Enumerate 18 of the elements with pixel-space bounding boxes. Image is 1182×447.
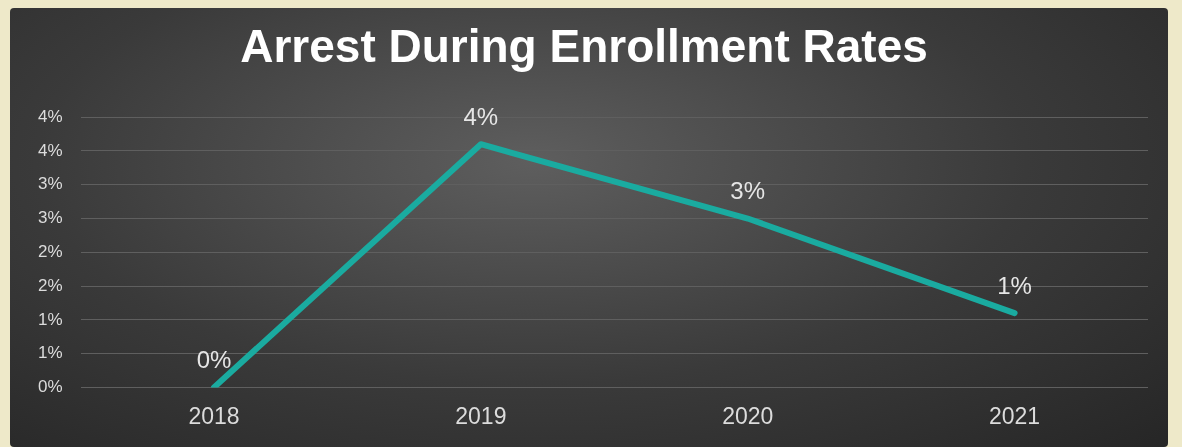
y-tick-label: 1% <box>37 343 63 363</box>
y-tick-label: 3% <box>37 208 63 228</box>
y-tick-label: 2% <box>37 241 63 261</box>
chart-title: Arrest During Enrollment Rates <box>240 20 928 73</box>
x-tick-label: 2018 <box>188 402 240 429</box>
y-tick-label: 4% <box>37 106 63 126</box>
y-tick-label: 4% <box>37 140 63 160</box>
x-tick-label: 2020 <box>722 402 774 429</box>
data-label: 1% <box>997 271 1032 299</box>
y-tick-label: 0% <box>37 377 63 397</box>
y-tick-label: 1% <box>37 309 63 329</box>
y-tick-label: 2% <box>37 275 63 295</box>
data-label: 4% <box>463 102 499 130</box>
data-label: 3% <box>730 177 766 205</box>
x-tick-label: 2021 <box>988 402 1041 429</box>
x-tick-label: 2019 <box>455 402 507 429</box>
y-tick-label: 3% <box>37 174 63 194</box>
data-label: 0% <box>196 346 232 374</box>
